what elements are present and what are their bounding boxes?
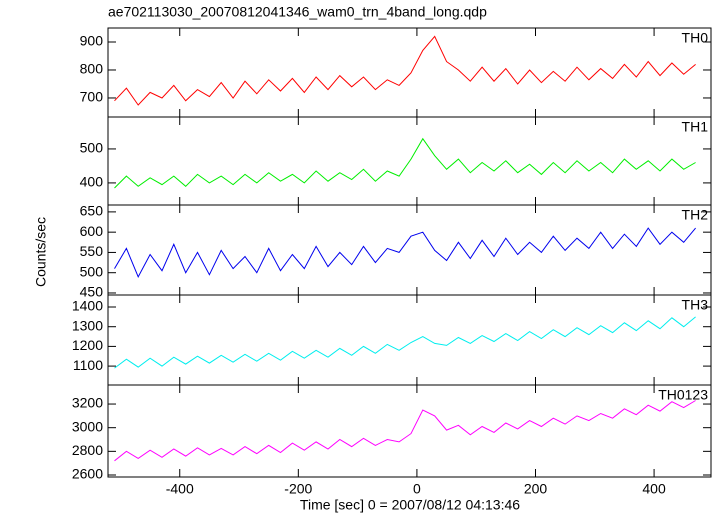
panel-label: TH1 (682, 119, 709, 135)
y-tick-label: 500 (80, 263, 104, 279)
x-tick-label: 200 (524, 481, 548, 497)
panel-label: TH0123 (658, 387, 708, 403)
y-axis-label: Counts/sec (33, 217, 49, 287)
y-tick-label: 450 (80, 284, 104, 300)
panel-frame (107, 27, 712, 118)
y-tick-label: 700 (80, 89, 104, 105)
y-tick-label: 1100 (73, 357, 103, 373)
chart-title: ae702113030_20070812041346_wam0_trn_4ban… (108, 4, 487, 20)
x-tick-label: 0 (413, 481, 421, 497)
y-tick-label: 500 (80, 140, 104, 156)
y-tick-label: 550 (80, 243, 104, 259)
y-tick-label: 2800 (72, 442, 103, 458)
y-tick-label: 2600 (72, 466, 103, 482)
data-line (114, 227, 696, 278)
data-line (114, 400, 696, 462)
y-tick-label: 650 (80, 203, 104, 219)
y-tick-label: 600 (80, 223, 104, 239)
x-tick-label: 400 (642, 481, 666, 497)
panel-frame (107, 384, 712, 478)
x-axis-label: Time [sec] 0 = 2007/08/12 04:13:46 (300, 497, 520, 513)
panel-frame (107, 204, 712, 296)
data-line (114, 137, 696, 189)
data-line (114, 35, 696, 106)
y-tick-label: 1400 (72, 298, 103, 314)
data-line (114, 316, 696, 369)
panel-frame (107, 294, 712, 386)
y-tick-label: 400 (80, 174, 104, 190)
y-tick-label: 800 (80, 61, 104, 77)
y-tick-label: 3200 (72, 395, 103, 411)
panel-label: TH2 (682, 207, 709, 223)
panel-label: TH0 (682, 30, 709, 46)
y-tick-label: 1200 (72, 337, 103, 353)
y-tick-label: 1300 (72, 317, 103, 333)
panel-label: TH3 (682, 297, 709, 313)
y-tick-label: 3000 (72, 418, 103, 434)
y-tick-label: 900 (80, 33, 104, 49)
x-tick-label: -400 (166, 481, 194, 497)
x-tick-label: -200 (284, 481, 312, 497)
